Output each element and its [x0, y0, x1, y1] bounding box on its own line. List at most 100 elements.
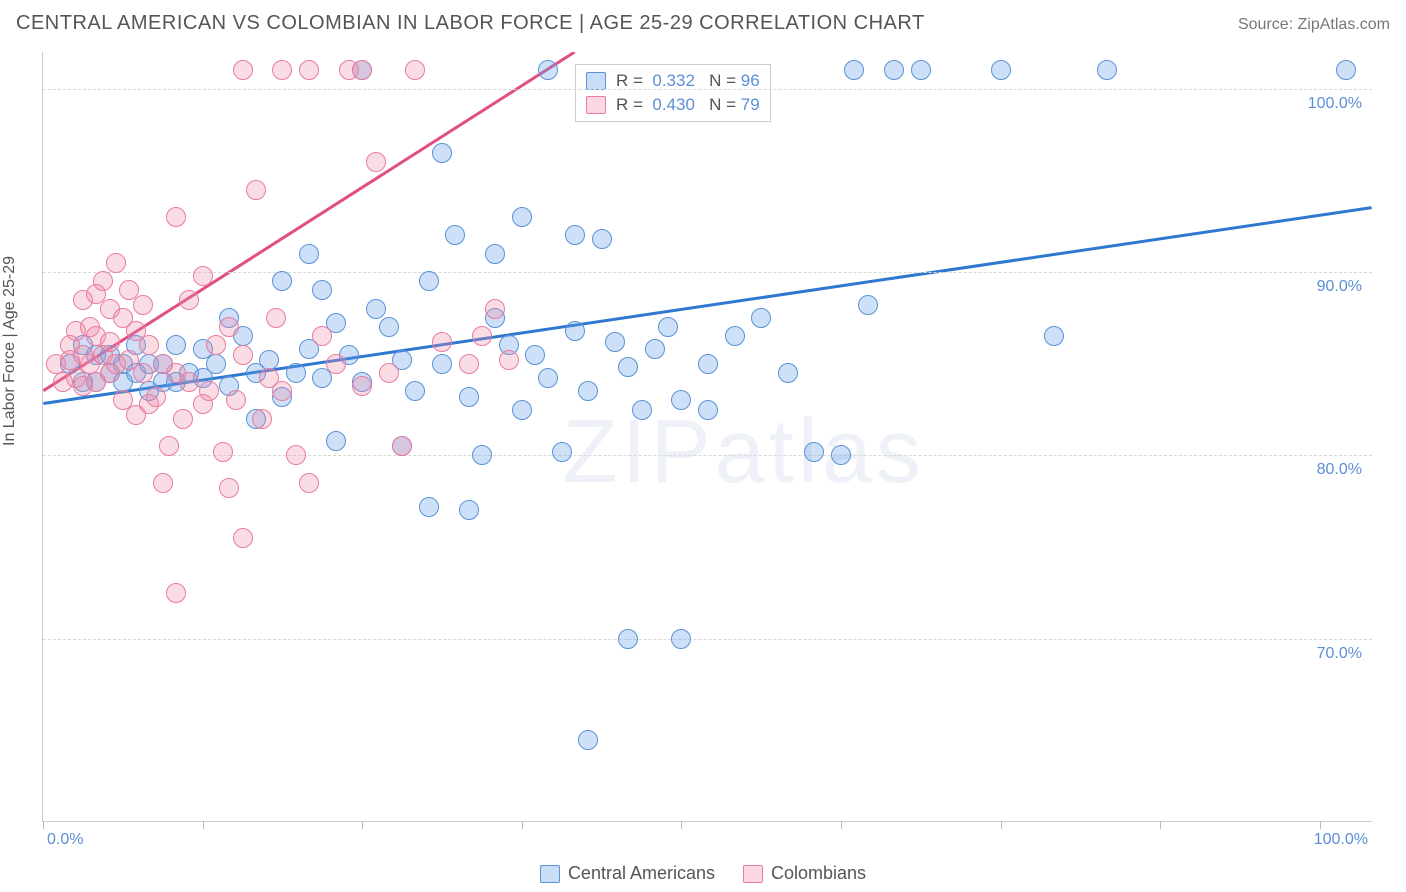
- data-point: [312, 326, 332, 346]
- gridline-h: [43, 455, 1372, 456]
- data-point: [139, 335, 159, 355]
- data-point: [831, 445, 851, 465]
- data-point: [578, 381, 598, 401]
- data-point: [618, 357, 638, 377]
- x-label-right: 100.0%: [1314, 831, 1368, 849]
- data-point: [246, 180, 266, 200]
- data-point: [352, 60, 372, 80]
- data-point: [366, 152, 386, 172]
- data-point: [219, 478, 239, 498]
- data-point: [671, 390, 691, 410]
- data-point: [804, 442, 824, 462]
- data-point: [286, 363, 306, 383]
- data-point: [778, 363, 798, 383]
- data-point: [459, 354, 479, 374]
- data-point: [166, 583, 186, 603]
- data-point: [233, 528, 253, 548]
- data-point: [991, 60, 1011, 80]
- data-point: [272, 60, 292, 80]
- data-point: [658, 317, 678, 337]
- data-point: [106, 253, 126, 273]
- data-point: [512, 207, 532, 227]
- data-point: [485, 299, 505, 319]
- data-point: [419, 497, 439, 517]
- legend: Central Americans Colombians: [0, 863, 1406, 884]
- data-point: [605, 332, 625, 352]
- data-point: [213, 442, 233, 462]
- y-tick-label: 100.0%: [1308, 95, 1362, 113]
- data-point: [499, 350, 519, 370]
- data-point: [1097, 60, 1117, 80]
- data-point: [379, 317, 399, 337]
- data-point: [1044, 326, 1064, 346]
- data-point: [133, 295, 153, 315]
- data-point: [252, 409, 272, 429]
- legend-item: Central Americans: [540, 863, 715, 884]
- data-point: [485, 244, 505, 264]
- data-point: [173, 409, 193, 429]
- data-point: [299, 473, 319, 493]
- stats-text: R = 0.332 N = 96: [616, 71, 760, 91]
- data-point: [472, 326, 492, 346]
- data-point: [206, 354, 226, 374]
- data-point: [645, 339, 665, 359]
- data-point: [472, 445, 492, 465]
- data-point: [179, 290, 199, 310]
- watermark-text: ZIPatlas: [563, 400, 925, 503]
- data-point: [459, 387, 479, 407]
- x-tick: [1320, 821, 1321, 829]
- data-point: [911, 60, 931, 80]
- data-point: [512, 400, 532, 420]
- data-point: [206, 335, 226, 355]
- source-attribution: Source: ZipAtlas.com: [1238, 16, 1390, 34]
- data-point: [592, 229, 612, 249]
- data-point: [159, 436, 179, 456]
- y-tick-label: 80.0%: [1317, 461, 1362, 479]
- data-point: [153, 473, 173, 493]
- x-label-left: 0.0%: [47, 831, 83, 849]
- x-tick: [681, 821, 682, 829]
- data-point: [272, 381, 292, 401]
- data-point: [233, 345, 253, 365]
- data-point: [166, 335, 186, 355]
- data-point: [671, 629, 691, 649]
- scatter-plot-area: ZIPatlas R = 0.332 N = 96 R = 0.430 N = 7…: [42, 52, 1372, 822]
- data-point: [299, 60, 319, 80]
- data-point: [525, 345, 545, 365]
- stats-row: R = 0.430 N = 79: [586, 93, 760, 117]
- data-point: [858, 295, 878, 315]
- x-tick: [362, 821, 363, 829]
- data-point: [578, 730, 598, 750]
- data-point: [146, 387, 166, 407]
- stats-text: R = 0.430 N = 79: [616, 95, 760, 115]
- data-point: [698, 354, 718, 374]
- data-point: [565, 225, 585, 245]
- data-point: [459, 500, 479, 520]
- data-point: [259, 350, 279, 370]
- data-point: [565, 321, 585, 341]
- data-point: [226, 390, 246, 410]
- chart-title: CENTRAL AMERICAN VS COLOMBIAN IN LABOR F…: [16, 12, 925, 35]
- data-point: [199, 381, 219, 401]
- correlation-stats-box: R = 0.332 N = 96 R = 0.430 N = 79: [575, 64, 771, 122]
- blue-legend-swatch-icon: [540, 865, 560, 883]
- y-tick-label: 70.0%: [1317, 645, 1362, 663]
- x-tick: [1160, 821, 1161, 829]
- data-point: [538, 60, 558, 80]
- data-point: [751, 308, 771, 328]
- data-point: [725, 326, 745, 346]
- data-point: [405, 381, 425, 401]
- data-point: [326, 431, 346, 451]
- gridline-h: [43, 89, 1372, 90]
- data-point: [538, 368, 558, 388]
- data-point: [219, 317, 239, 337]
- y-tick-label: 90.0%: [1317, 278, 1362, 296]
- data-point: [1336, 60, 1356, 80]
- data-point: [312, 280, 332, 300]
- data-point: [698, 400, 718, 420]
- data-point: [100, 332, 120, 352]
- data-point: [445, 225, 465, 245]
- legend-label: Colombians: [771, 863, 866, 884]
- data-point: [286, 445, 306, 465]
- y-axis-label: In Labor Force | Age 25-29: [1, 256, 19, 446]
